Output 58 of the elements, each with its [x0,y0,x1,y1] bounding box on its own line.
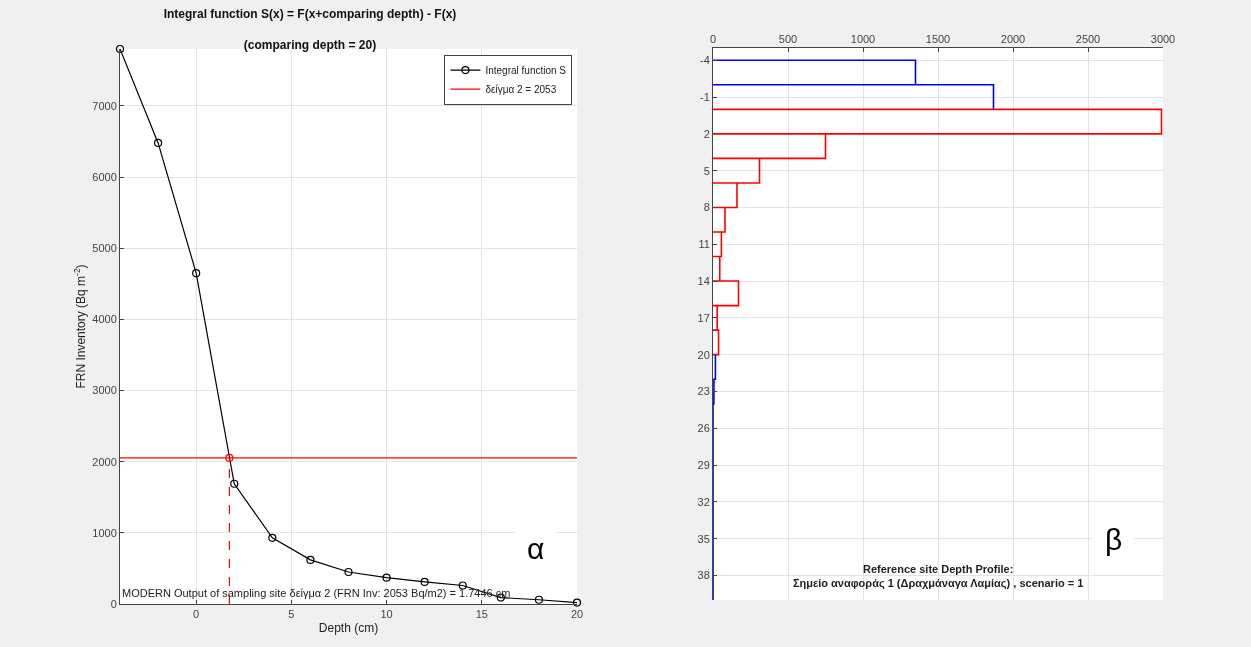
point [306,555,315,564]
x-tick-label: 10 [380,608,393,621]
y-tick-label: 20 [697,348,710,361]
y-tick-label: 5000 [92,242,117,255]
y-tick-label: 17 [697,311,710,324]
point [192,269,201,278]
x-tick-label: 5 [288,608,295,621]
point [382,573,391,582]
y-tick-label: 2 [703,127,710,140]
point [572,598,582,607]
y-tick-label: -1 [700,90,710,103]
y-tick-label: 11 [698,238,710,251]
point [344,567,353,577]
x-tick-label: 2500 [1075,32,1101,45]
point [153,138,163,148]
y-tick-label: 14 [697,274,710,287]
annotation: β [1105,523,1123,556]
x-tick-label: 3000 [1150,32,1176,45]
y-tick-label: 4000 [92,313,117,326]
annotation: MODERN Output of sampling site δείγμα 2 (FRN Inv: 2053 Bq/m2) = 1.7446 cm [122,587,511,599]
y-tick-label: 32 [697,495,710,508]
legend-label: δείγμα 2 = 2053 [485,83,557,95]
annotation: α [527,532,545,565]
point [420,577,429,587]
annotation: Reference site Depth Profile: Σημείο αναφοράς 1 (Δραχμάναγα Λαμίας) , scenario = 1 [793,563,1084,591]
y-tick-label: 6000 [92,170,117,183]
y-tick-label: 1000 [92,526,117,539]
x-tick-label: 1500 [925,32,951,45]
y-tick-label: 38 [697,569,710,582]
y-tick-label: 0 [110,597,117,610]
point [458,581,467,590]
point [534,595,544,604]
x-tick-label: 0 [193,608,200,621]
point [115,44,125,54]
y-tick-label: 29 [697,458,710,471]
point [230,479,239,488]
line-series [713,108,1163,356]
x-tick-label: 15 [475,608,488,621]
y-tick-label: 7000 [92,99,117,112]
y-tick-label: -4 [700,54,710,67]
x-tick-label: 20 [570,608,584,621]
point [225,453,234,463]
point [268,533,277,542]
y-tick-label: 2000 [92,455,117,468]
x-tick-label: 500 [778,32,798,45]
line-series [713,353,717,600]
x-axis-title: Depth (cm) [318,621,379,636]
y-tick-label: 26 [697,422,710,435]
chart-subtitle: (comparing depth = 20) [243,37,377,52]
x-tick-label: 2000 [1000,32,1026,45]
chart-title: Integral function S(x) = F(x+comparing depth) - F(x) [163,7,457,22]
legend-label: Integral function S [485,64,567,76]
x-tick-label: 1000 [850,32,876,45]
y-tick-label: 23 [697,385,710,398]
y-tick-label: 5 [703,164,710,177]
y-tick-label: 35 [697,532,710,545]
y-tick-label: 3000 [92,384,117,397]
y-tick-label: 8 [703,201,710,214]
